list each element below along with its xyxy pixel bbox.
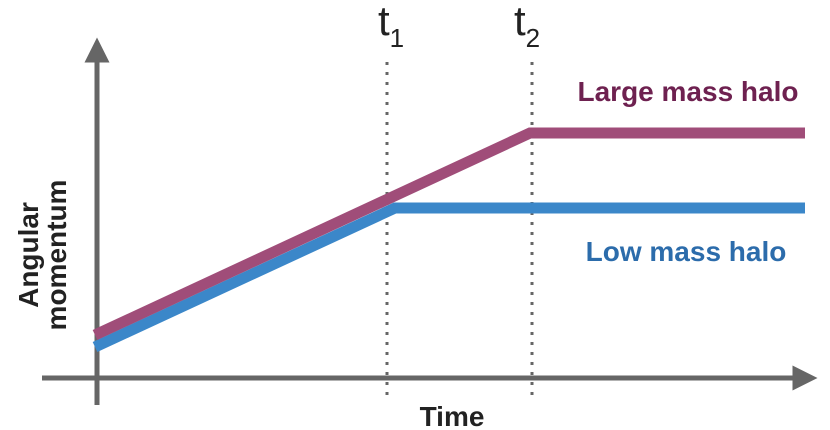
curve-label: Low mass halo <box>586 236 787 267</box>
marker-subscript: 2 <box>526 23 540 53</box>
marker-label: t2 <box>514 0 540 53</box>
y-axis-label-line: Angular <box>13 202 44 308</box>
marker-label: t1 <box>378 0 404 53</box>
y-axis-label-line: momentum <box>41 180 72 331</box>
curve-label: Large mass halo <box>578 76 799 107</box>
marker-symbol: t <box>514 0 526 44</box>
x-axis-label: Time <box>420 401 485 430</box>
marker-subscript: 1 <box>390 23 404 53</box>
y-axis-label: Angular momentum <box>13 180 72 331</box>
marker-symbol: t <box>378 0 390 44</box>
large-mass-curve <box>92 127 805 340</box>
low-mass-curve <box>92 202 805 352</box>
